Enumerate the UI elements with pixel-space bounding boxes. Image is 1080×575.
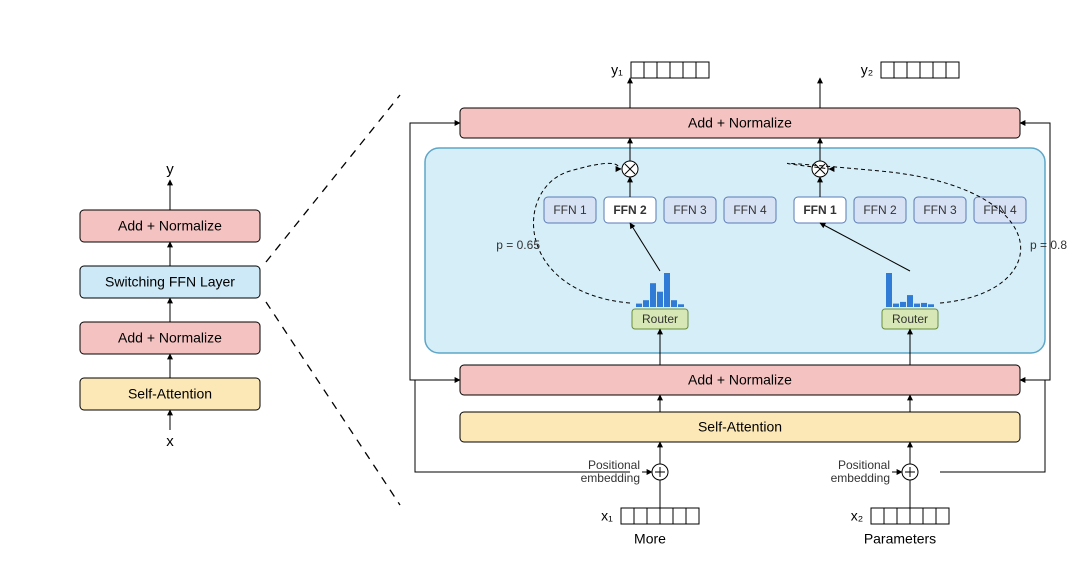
left-layer-switching-label: Switching FFN Layer [105,274,235,290]
router-0-bar [678,304,684,307]
left-layer-addnorm2-label: Add + Normalize [118,218,222,234]
input-token-0-cell [660,508,673,524]
output-token-1-cell [894,62,907,78]
output-ylabel-0: y₁ [611,62,623,78]
router-0-bar [636,304,642,307]
left-layer-selfattn-label: Self-Attention [128,386,212,402]
router-0-bar [657,292,663,307]
guide-top [266,95,400,262]
output-token-1-cell [881,62,894,78]
positional-label-0-1: embedding [581,471,640,485]
input-word-0: More [634,531,666,547]
input-token-0-cell [673,508,686,524]
input-xlabel-0: x₁ [601,508,613,524]
output-token-0-cell [670,62,683,78]
output-token-0-cell [631,62,644,78]
output-token-1-cell [920,62,933,78]
p-label-1: p = 0.8 [1030,238,1067,252]
router-0-bar [671,300,677,307]
router-label-0: Router [642,312,678,326]
guide-bottom [266,302,400,505]
input-token-0-cell [686,508,699,524]
ffn-0-3-label: FFN 4 [733,203,767,217]
output-token-1-cell [946,62,959,78]
router-label-1: Router [892,312,928,326]
left-layer-addnorm1-label: Add + Normalize [118,330,222,346]
positional-label-1-1: embedding [831,471,890,485]
p-label-0: p = 0.65 [496,238,540,252]
router-0-bar [643,300,649,307]
router-0-bar [650,283,656,307]
output-token-0-cell [657,62,670,78]
ffn-1-1-label: FFN 2 [863,203,897,217]
input-token-1-cell [910,508,923,524]
output-token-0-cell [696,62,709,78]
input-token-1-cell [923,508,936,524]
ffn-1-0-label: FFN 1 [803,203,837,217]
router-1-bar [921,303,927,307]
right-addnorm-1-label: Add + Normalize [688,372,792,388]
ffn-0-0-label: FFN 1 [553,203,587,217]
router-1-bar [928,304,934,307]
router-1-bar [893,304,899,307]
output-ylabel-1: y₂ [861,62,873,78]
positional-label-0-0: Positional [588,458,640,472]
left-x-label: x [166,433,174,450]
router-1-bar [907,295,913,307]
input-token-0-cell [634,508,647,524]
input-token-1-cell [897,508,910,524]
input-token-1-cell [871,508,884,524]
input-token-0-cell [647,508,660,524]
right-selfattn-label: Self-Attention [698,419,782,435]
ffn-0-2-label: FFN 3 [673,203,707,217]
positional-label-1-0: Positional [838,458,890,472]
input-xlabel-1: x₂ [851,508,863,524]
router-1-bar [914,304,920,307]
output-token-0-cell [683,62,696,78]
ffn-1-2-label: FFN 3 [923,203,957,217]
router-1-bar [900,302,906,307]
ffn-0-1-label: FFN 2 [613,203,647,217]
left-y-label: y [166,161,174,178]
router-1-bar [886,273,892,307]
output-token-0-cell [644,62,657,78]
output-token-1-cell [933,62,946,78]
router-0-bar [664,273,670,307]
output-token-1-cell [907,62,920,78]
input-word-1: Parameters [864,531,936,547]
right-addnorm-2-label: Add + Normalize [688,115,792,131]
input-token-0-cell [621,508,634,524]
input-token-1-cell [884,508,897,524]
input-token-1-cell [936,508,949,524]
